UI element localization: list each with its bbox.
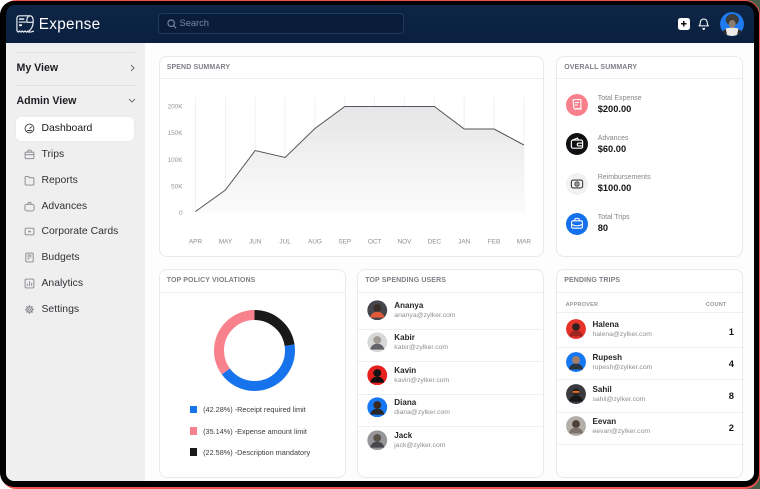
svg-text:JUN: JUN bbox=[248, 238, 261, 245]
svg-text:JAN: JAN bbox=[458, 238, 470, 245]
svg-text:MAR: MAR bbox=[516, 238, 531, 245]
svg-text:AUG: AUG bbox=[307, 238, 321, 245]
svg-text:200K: 200K bbox=[167, 103, 183, 110]
svg-text:150K: 150K bbox=[167, 130, 183, 137]
svg-text:MAY: MAY bbox=[218, 238, 232, 245]
svg-text:APR: APR bbox=[188, 238, 202, 245]
svg-text:JUL: JUL bbox=[279, 238, 291, 245]
svg-text:OCT: OCT bbox=[367, 238, 381, 245]
svg-text:0: 0 bbox=[178, 210, 182, 217]
svg-text:NOV: NOV bbox=[397, 238, 412, 245]
svg-text:50K: 50K bbox=[171, 183, 183, 190]
svg-text:100K: 100K bbox=[167, 156, 183, 163]
svg-text:FEB: FEB bbox=[487, 238, 499, 245]
svg-text:SEP: SEP bbox=[338, 238, 351, 245]
svg-text:DEC: DEC bbox=[427, 238, 441, 245]
